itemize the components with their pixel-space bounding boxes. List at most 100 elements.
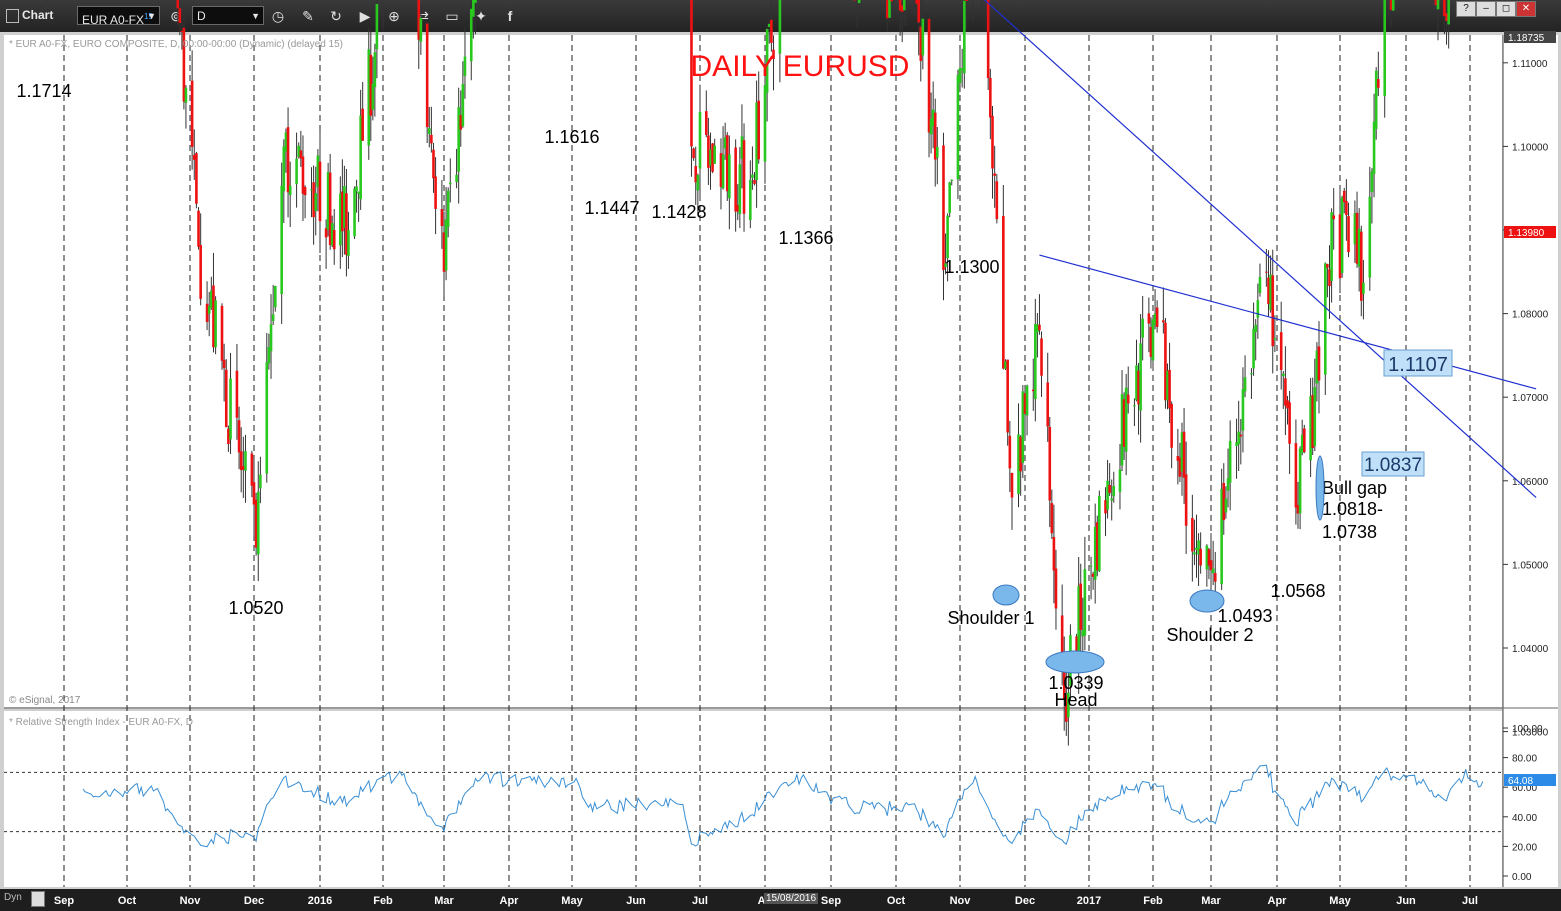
candle-body <box>301 156 305 194</box>
candle-body <box>1077 586 1080 664</box>
candle-body <box>373 52 377 88</box>
minimize-button[interactable]: – <box>1476 1 1496 17</box>
candle-body <box>1184 474 1188 526</box>
candle-body <box>1434 0 1438 6</box>
play-icon[interactable]: ▶ <box>359 8 371 24</box>
candle-body <box>1286 400 1289 409</box>
twitter-icon[interactable]: ✦ <box>475 8 487 24</box>
comment-icon[interactable]: ▭ <box>445 8 459 24</box>
candle-body <box>237 420 241 453</box>
candle-body <box>280 185 283 294</box>
candle-body <box>1040 338 1043 376</box>
candle-body <box>1254 324 1258 333</box>
candle-body <box>242 466 245 470</box>
candle-body <box>900 5 904 12</box>
candle-body <box>1345 200 1348 215</box>
candle-body <box>1091 573 1095 577</box>
y-tick-label: 1.10000 <box>1512 142 1549 153</box>
candle-body <box>1374 70 1378 129</box>
candle-body <box>1079 583 1083 630</box>
candle-body <box>1170 403 1173 448</box>
candle-body <box>886 0 889 19</box>
candle-body <box>1060 615 1064 660</box>
symbol-input[interactable]: EUR A0-FX15 ▼ <box>77 6 160 27</box>
candle-body <box>1176 455 1180 461</box>
candle-body <box>455 174 458 183</box>
candle-body <box>919 26 923 61</box>
candle-body <box>182 27 186 102</box>
x-tick-label: Jul <box>1462 895 1478 907</box>
candle-body <box>265 362 269 474</box>
annotation-low-3: 1.0568 <box>1270 581 1325 601</box>
candle-body <box>1239 434 1243 437</box>
candle-body <box>755 102 758 180</box>
candle-body <box>1104 500 1107 514</box>
x-tick-label: Nov <box>180 895 202 907</box>
candle-body <box>1447 0 1450 25</box>
lock-icon[interactable] <box>31 891 45 907</box>
candle-body <box>1237 431 1240 445</box>
interval-value: D <box>197 9 206 23</box>
candle-body <box>1023 393 1027 414</box>
candle-body <box>1294 443 1298 508</box>
candle-body <box>753 179 756 184</box>
x-tick-label: Sep <box>821 895 841 907</box>
candle-body <box>303 187 307 196</box>
candle-body <box>339 193 342 246</box>
candle-body <box>1271 275 1275 347</box>
x-tick-label: Sep <box>54 895 74 907</box>
current-price-badge <box>1504 226 1556 238</box>
close-button[interactable]: ✕ <box>1516 1 1536 17</box>
annotation-shoulder-2: Shoulder 2 <box>1166 625 1253 645</box>
dyn-toggle[interactable]: Dyn <box>4 892 22 903</box>
candlestick-series <box>46 0 1450 746</box>
candle-body <box>1269 274 1272 310</box>
candle-body <box>965 0 968 2</box>
candle-body <box>1313 387 1317 446</box>
candle-body <box>440 209 444 226</box>
callout-box-2 <box>1361 451 1425 477</box>
help-button[interactable]: ? <box>1456 1 1476 17</box>
maximize-button[interactable]: ◻ <box>1496 1 1516 17</box>
candle-body <box>207 306 211 314</box>
clock-icon[interactable]: ◷ <box>271 8 285 24</box>
candle-body <box>942 145 945 271</box>
facebook-icon[interactable]: f <box>507 8 513 24</box>
candle-body <box>1243 377 1247 392</box>
zoom-icon[interactable]: ⊕ <box>388 8 400 24</box>
candle-body <box>1139 343 1142 411</box>
candle-body <box>371 83 375 110</box>
pencil-icon[interactable]: ✎ <box>302 8 314 24</box>
candle-body <box>461 84 465 127</box>
refresh-icon[interactable]: ↻ <box>330 8 342 24</box>
candle-body <box>235 370 239 418</box>
candle-body <box>1155 307 1159 327</box>
candle-body <box>1391 0 1395 11</box>
price-axis-background <box>1503 35 1558 887</box>
candle-body <box>324 228 328 238</box>
candle-body <box>210 290 213 308</box>
interval-select[interactable]: D ▼ <box>192 6 264 25</box>
candle-body <box>430 134 433 144</box>
candle-body <box>1098 495 1101 572</box>
candle-body <box>444 219 448 271</box>
candle-body <box>1370 171 1374 193</box>
share-icon[interactable]: ⇄ <box>417 8 429 24</box>
rsi-line <box>82 764 1484 848</box>
callout-value-1: 1.1107 <box>1388 354 1448 376</box>
candle-body <box>1083 569 1087 636</box>
annotation-bull-gap: Bull gap <box>1322 478 1387 498</box>
link-icon[interactable]: ⊚ <box>170 8 182 24</box>
candle-body <box>1338 214 1342 279</box>
candle-body <box>931 109 935 127</box>
x-tick-label: Apr <box>500 895 520 907</box>
candle-body <box>1340 197 1344 273</box>
candle-body <box>326 172 330 230</box>
rsi-tick-label: 0.00 <box>1512 872 1532 883</box>
candle-body <box>734 147 737 212</box>
candle-body <box>318 161 322 222</box>
candle-body <box>1205 545 1209 570</box>
candle-body <box>1062 663 1066 699</box>
rsi-axis-ticks: 100.00 80.00 60.00 40.00 20.00 0.00 <box>4 724 1543 883</box>
